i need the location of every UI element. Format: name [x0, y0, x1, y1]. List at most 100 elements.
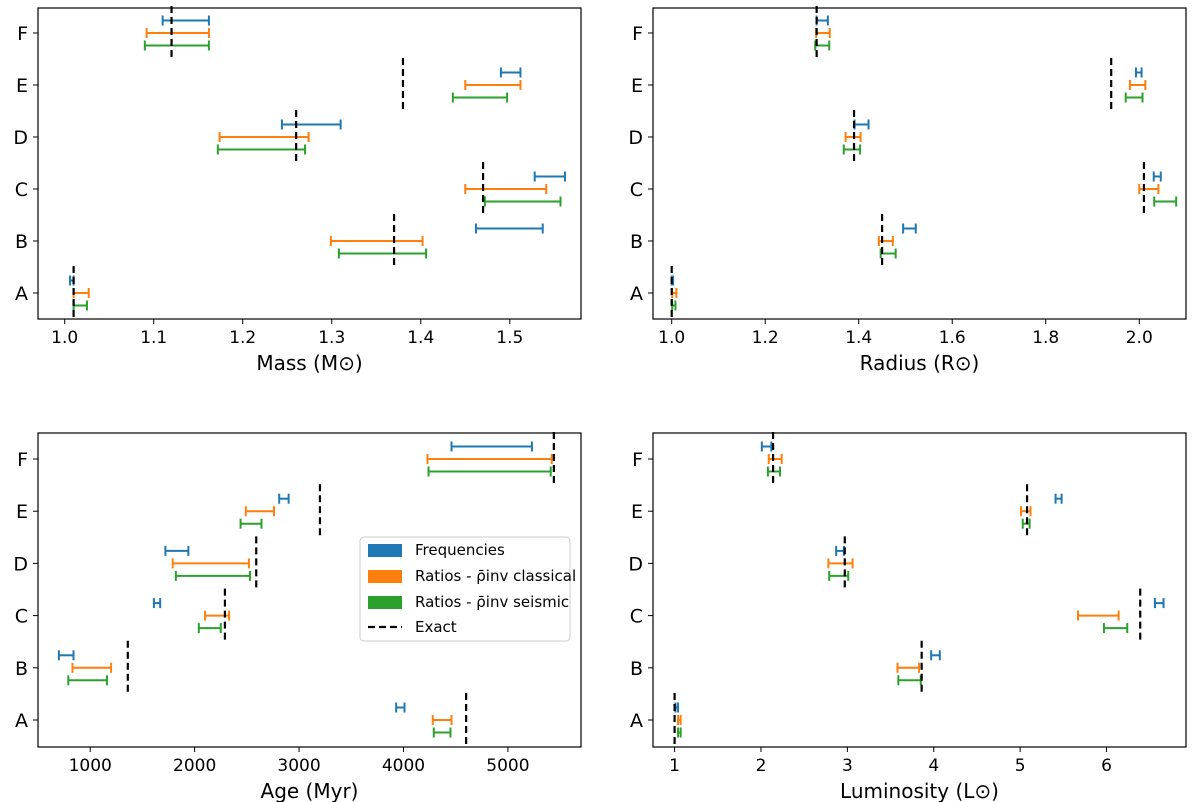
errorbar-frequencies — [760, 441, 773, 452]
plot-frame — [652, 7, 1187, 320]
errorbar-ratios_seismic — [1102, 623, 1129, 634]
errorbar-frequencies — [280, 119, 342, 130]
legend-label-ratios_classical: Ratios - ρ̄inv classical — [415, 567, 576, 585]
y-tick-label: C — [630, 606, 643, 628]
legend-swatch-ratios_classical — [368, 570, 402, 583]
errorbar-ratios_classical — [218, 132, 310, 142]
errorbar-frequencies — [164, 545, 190, 556]
errorbar-ratios_classical — [464, 80, 522, 90]
legend-box — [359, 536, 571, 642]
x-tick-label: 3 — [842, 756, 853, 776]
x-tick-label: 1.2 — [229, 328, 256, 348]
y-tick-label: D — [628, 127, 643, 149]
x-tick-label: 2000 — [173, 756, 216, 776]
x-tick-label: 1.4 — [845, 328, 872, 348]
x-tick-label: 5000 — [486, 756, 529, 776]
errorbar-frequencies — [278, 493, 290, 504]
errorbar-ratios_classical — [815, 28, 831, 38]
y-tick-label: F — [17, 23, 28, 45]
y-tick-label: C — [15, 179, 28, 201]
x-axis-label: Mass (M⊙) — [256, 351, 362, 375]
errorbar-frequencies — [161, 15, 210, 26]
x-axis-label: Luminosity (L⊙) — [840, 779, 999, 802]
errorbar-ratios_seismic — [72, 300, 88, 311]
errorbar-ratios_classical — [426, 454, 553, 464]
y-tick-label: C — [15, 606, 28, 628]
errorbar-ratios_seismic — [337, 248, 428, 259]
y-tick-label: F — [632, 23, 643, 45]
errorbar-frequencies — [930, 650, 941, 661]
x-tick-label: 1.6 — [939, 328, 966, 348]
errorbar-ratios_seismic — [677, 727, 682, 738]
errorbar-ratios_seismic — [174, 570, 251, 581]
errorbar-ratios_seismic — [897, 675, 922, 686]
y-tick-label: D — [13, 127, 28, 149]
errorbar-ratios_classical — [1138, 184, 1160, 194]
y-tick-label: B — [15, 658, 28, 680]
errorbar-ratios_classical — [767, 454, 783, 464]
legend-label-frequencies: Frequencies — [415, 541, 505, 559]
errorbar-ratios_seismic — [197, 623, 222, 634]
errorbar-ratios_classical — [464, 184, 548, 194]
legend-label-ratios_seismic: Ratios - ρ̄inv seismic — [415, 593, 569, 611]
errorbar-ratios_classical — [431, 715, 453, 725]
errorbar-frequencies — [533, 171, 566, 182]
x-tick-label: 2.0 — [1126, 328, 1153, 348]
errorbar-frequencies — [474, 223, 544, 234]
errorbar-ratios_seismic — [427, 466, 552, 477]
errorbar-frequencies — [1153, 598, 1165, 609]
errorbar-ratios_classical — [827, 558, 854, 569]
errorbar-ratios_classical — [72, 288, 90, 298]
y-tick-label: A — [15, 710, 28, 732]
y-tick-label: F — [632, 449, 643, 471]
x-tick-label: 3000 — [277, 756, 320, 776]
errorbar-ratios_classical — [1020, 506, 1032, 517]
legend: Frequencies Ratios - ρ̄inv classical Ratio… — [359, 536, 576, 642]
panel-luminosity: 1 2 3 4 5 6 A B C D E F Luminosity (L⊙) — [628, 432, 1187, 802]
errorbar-frequencies — [152, 598, 162, 609]
legend-swatch-frequencies — [368, 544, 402, 557]
x-tick-label: 1.1 — [140, 328, 167, 348]
x-tick-label: 1000 — [69, 756, 112, 776]
plot-frame — [37, 432, 582, 748]
errorbar-ratios_classical — [171, 558, 250, 569]
errorbar-ratios_classical — [71, 662, 113, 673]
errorbar-ratios_classical — [244, 506, 275, 517]
y-tick-label: A — [630, 283, 643, 305]
x-tick-label: 1.5 — [496, 328, 523, 348]
errorbar-frequencies — [395, 702, 406, 713]
y-tick-label: F — [17, 449, 28, 471]
x-tick-label: 1.0 — [658, 328, 685, 348]
y-tick-label: B — [15, 231, 28, 253]
y-tick-label: E — [631, 501, 643, 523]
x-tick-label: 5 — [1015, 756, 1026, 776]
errorbar-ratios_seismic — [432, 727, 452, 738]
errorbar-ratios_seismic — [451, 92, 509, 103]
y-tick-label: B — [630, 231, 643, 253]
x-tick-label: 2 — [756, 756, 767, 776]
y-tick-label: E — [16, 75, 28, 97]
y-tick-label: D — [628, 553, 643, 575]
y-tick-label: E — [16, 501, 28, 523]
y-tick-label: D — [13, 553, 28, 575]
errorbar-ratios_classical — [877, 236, 894, 246]
errorbar-ratios_seismic — [143, 40, 210, 51]
panel-age: 1000 2000 3000 4000 5000 A B C D E F Age (Myr) — [13, 432, 582, 802]
errorbar-ratios_seismic — [1153, 196, 1178, 207]
x-axis-label: Age (Myr) — [261, 779, 359, 802]
errorbar-frequencies — [1054, 493, 1063, 504]
x-tick-label: 1.4 — [407, 328, 434, 348]
x-tick-label: 4000 — [382, 756, 425, 776]
errorbar-ratios_classical — [1128, 80, 1147, 90]
errorbar-ratios_classical — [145, 28, 210, 38]
x-tick-label: 1.2 — [752, 328, 779, 348]
panel-mass: 1.0 1.1 1.2 1.3 1.4 1.5 A B C D E F Mass (M⊙) — [13, 6, 582, 375]
errorbar-frequencies — [450, 441, 533, 452]
errorbar-ratios_seismic — [842, 144, 862, 155]
errorbar-ratios_seismic — [483, 196, 562, 207]
errorbar-frequencies — [853, 119, 870, 130]
errorbar-frequencies — [815, 15, 829, 26]
plot-frame — [37, 7, 582, 320]
errorbar-ratios_classical — [1077, 610, 1120, 621]
